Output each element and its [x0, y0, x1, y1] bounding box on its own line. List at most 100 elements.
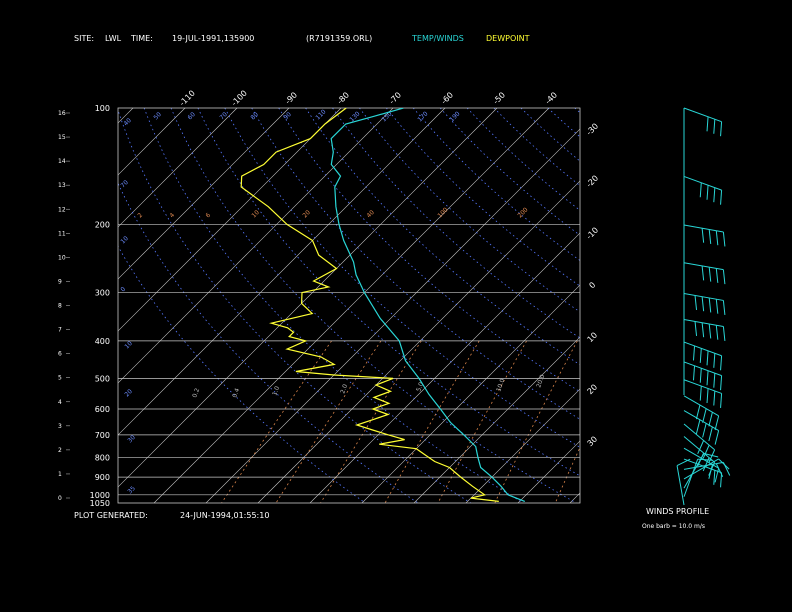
mixing-ratio-line — [494, 340, 578, 503]
dry-adiabat-label: 50 — [152, 111, 162, 121]
file-value: (R7191359.ORL) — [306, 34, 372, 43]
dry-adiabat-line — [197, 108, 580, 477]
wind-barb-flag — [692, 345, 696, 361]
dry-adiabat-left-label: 10 — [123, 340, 133, 350]
height-km-tick-label: 13 — [58, 182, 66, 189]
wind-barb-flag — [708, 229, 712, 245]
height-km-tick-label: 1 — [58, 471, 62, 478]
wind-barb-flag — [713, 390, 716, 406]
pressure-tick-label: 600 — [95, 405, 110, 414]
pressure-tick-label: 700 — [95, 431, 110, 440]
isotherm-line — [309, 232, 580, 503]
height-km-tick-label: 8 — [58, 303, 62, 310]
wind-barb-flag — [713, 119, 716, 134]
isotherm-right-label: 0 — [587, 280, 597, 290]
isotherm-line — [153, 108, 550, 503]
height-km-tick-label: 10 — [58, 254, 66, 261]
wind-barb-flag — [722, 462, 731, 476]
wind-barb-staff — [683, 175, 722, 191]
wind-barb-flag — [701, 296, 705, 312]
wind-barb-flag — [713, 187, 716, 203]
wind-barb-staff — [683, 423, 715, 451]
pressure-tick-label: 200 — [95, 220, 110, 229]
height-km-tick-label: 4 — [58, 399, 62, 406]
height-km-tick-label: 6 — [58, 351, 62, 358]
wind-barb-flag — [699, 182, 702, 198]
mixing-ratio-label: 4 — [168, 212, 176, 220]
mixing-ratio-line — [275, 340, 382, 503]
height-km-tick-label: 15 — [58, 134, 66, 141]
wind-barb-flag — [720, 375, 723, 391]
mixing-ratio-label: 20 — [301, 209, 311, 219]
wind-barb-flag — [722, 269, 726, 285]
wind-barb-flag — [702, 457, 710, 472]
wind-barb-flag — [720, 393, 723, 408]
isotherm-line — [118, 108, 186, 176]
wind-barb-flag — [713, 353, 716, 368]
dewpoint-legend: DEWPOINT — [486, 34, 530, 43]
mixing-ratio-lower-label: 10.0 — [495, 378, 506, 393]
wind-barb-flag — [714, 415, 720, 431]
mixing-ratio-lower-label: 0.4 — [231, 387, 241, 399]
wind-barb-staff — [683, 292, 724, 301]
pressure-tick-label: 1000 — [90, 491, 110, 500]
wind-barb-staff — [683, 107, 722, 123]
wind-barb-flag — [715, 268, 719, 283]
wind-barb-flag — [702, 423, 707, 438]
wind-barb-staff — [683, 459, 699, 497]
temperature-line — [330, 108, 526, 502]
isotherm-line — [118, 108, 394, 384]
isotherm-line — [118, 108, 290, 280]
pressure-tick-label: 1050 — [90, 499, 110, 508]
barb-note: One barb = 10.0 m/s — [642, 523, 705, 530]
mixing-ratio-line — [437, 340, 527, 503]
wind-barb-flag — [697, 440, 705, 454]
winds-profile-layer — [676, 107, 731, 506]
mixing-ratio-label: 10 — [250, 209, 260, 219]
isotherm-line — [257, 180, 580, 503]
wind-barb-staff — [683, 262, 724, 271]
wind-barb-flag — [708, 323, 712, 339]
wind-barb-flag — [706, 370, 709, 386]
plot-generated-value: 24-JUN-1994,01:55:10 — [180, 511, 269, 520]
wind-barb-flag — [702, 444, 710, 459]
isotherm-line — [118, 108, 498, 488]
dry-adiabat-label: 70 — [218, 111, 228, 121]
grid-layer — [117, 107, 581, 504]
wind-barb-flag — [713, 373, 716, 388]
wind-barb-flag — [714, 468, 720, 483]
wind-barb-flag — [695, 419, 701, 434]
dry-adiabat-left-label: 20 — [123, 388, 133, 398]
wind-barb-flag — [695, 404, 701, 420]
wind-barb-staff — [683, 361, 722, 377]
wind-barb-staff — [683, 379, 722, 394]
dry-adiabat-line — [251, 108, 580, 420]
time-value: 19-JUL-1991,135900 — [172, 34, 254, 43]
isotherm-line — [118, 108, 238, 228]
height-km-tick-label: 16 — [58, 110, 66, 117]
wind-barb-flag — [722, 300, 726, 315]
site-value: LWL — [105, 34, 122, 43]
pressure-tick-label: 400 — [95, 337, 110, 346]
height-km-tick-label: 12 — [58, 206, 66, 213]
wind-barb-flag — [699, 385, 702, 401]
temp-winds-legend: TEMP/WINDS — [411, 34, 464, 43]
wind-barb-flag — [706, 350, 709, 366]
height-km-tick-label: 7 — [58, 327, 62, 334]
time-label: TIME: — [130, 34, 153, 43]
series-clip-group — [240, 108, 526, 502]
dry-adiabat-label: 60 — [186, 111, 196, 121]
wind-barb-flag — [708, 412, 713, 427]
isotherm-line — [413, 336, 580, 503]
height-km-tick-label: 11 — [58, 230, 66, 237]
wind-barb-staff — [683, 458, 719, 480]
wind-barb-flag — [708, 267, 712, 282]
wind-barb-flag — [722, 326, 726, 341]
wind-barb-flag — [694, 295, 698, 310]
pressure-tick-label: 100 — [95, 104, 110, 113]
wind-barb-flag — [713, 470, 716, 485]
isotherm-line — [118, 108, 342, 332]
dry-adiabat-left-label: 35 — [126, 485, 136, 495]
mixing-ratio-lower-label: 20.0 — [535, 374, 546, 389]
